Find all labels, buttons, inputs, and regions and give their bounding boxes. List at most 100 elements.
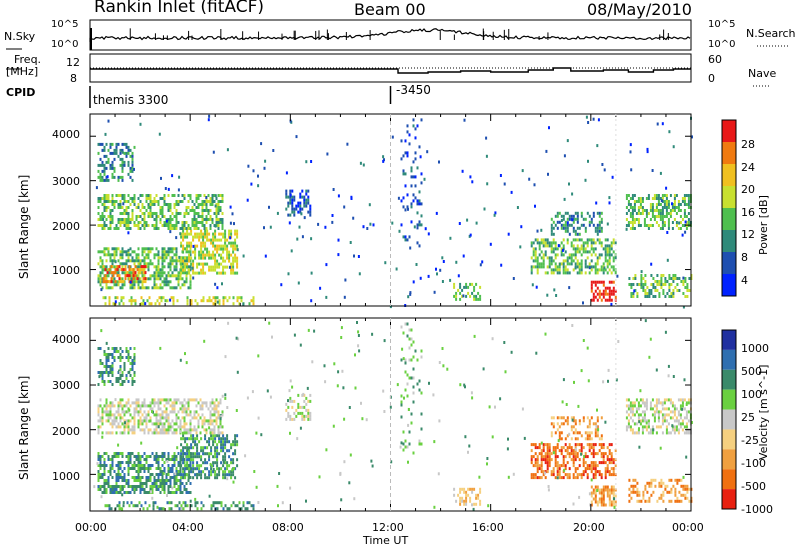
velocity-cell-0-69 — [113, 470, 116, 473]
power-cell-2-505 — [188, 271, 191, 275]
velocity-cell-2-907 — [171, 401, 174, 405]
power-cell-13-2196 — [681, 218, 684, 221]
velocity-cell-0-116 — [123, 491, 126, 494]
power-cell-13-2182 — [675, 221, 678, 224]
velocity-cell-12-2071 — [667, 398, 670, 402]
power-cell-13-2027 — [627, 221, 630, 224]
power-cell-9-1708 — [600, 253, 603, 257]
velocity-cell-8-1686 — [610, 473, 613, 477]
velocity-cell-6-1356 — [410, 412, 413, 416]
velocity-cell-8-1532 — [562, 461, 565, 465]
velocity-scatter-94 — [268, 321, 271, 325]
power-cell-2-651 — [222, 268, 225, 272]
power-cell-4-1147 — [101, 178, 104, 182]
power-cell-13-2183 — [675, 224, 678, 227]
power-cell-3-755 — [107, 200, 110, 203]
power-cell-3-957 — [169, 224, 172, 227]
velocity-cell-11-1931 — [684, 496, 687, 500]
power-cell-13-2089 — [647, 227, 650, 230]
power-cell-3-756 — [107, 206, 110, 209]
power-cell-12-1946 — [652, 277, 655, 280]
power-cell-7-1435 — [418, 199, 421, 203]
power-cell-0-106 — [123, 250, 126, 254]
power-cell-3-856 — [139, 194, 142, 197]
power-scatter-98 — [596, 144, 599, 148]
power-cell-4-1202 — [121, 166, 124, 170]
power-cell-1-457 — [142, 280, 145, 284]
velocity-cell-2-923 — [175, 401, 178, 405]
power-cell-0-387 — [189, 253, 192, 257]
velocity-cell-0-86 — [117, 464, 120, 467]
velocity-cell-9-1700 — [552, 416, 555, 420]
velocity-scatter-133 — [180, 507, 183, 511]
power-cell-0-248 — [157, 256, 160, 260]
power-cell-12-2003 — [682, 283, 685, 286]
velocity-cell-1-541 — [212, 434, 215, 438]
power-cell-13-2132 — [661, 206, 664, 209]
velocity-cell-1-417 — [182, 473, 185, 477]
velocity-cell-0-28 — [103, 464, 106, 467]
power-cell-2-664 — [226, 244, 229, 248]
velocity-cell-2-657 — [97, 425, 100, 429]
velocity-cell-8-1469 — [544, 452, 547, 456]
velocity-cell-1-595 — [222, 470, 225, 474]
velocity-cell-2-945 — [181, 416, 184, 420]
velocity-cell-2-905 — [169, 425, 172, 429]
power-cell-3-958 — [169, 227, 172, 230]
velocity-cell-2-736 — [123, 410, 126, 414]
velocity-cell-2-959 — [185, 410, 188, 414]
power-cell-0-370 — [185, 250, 188, 254]
velocity-cell-1-425 — [184, 473, 187, 477]
velocity-cell-12-1974 — [635, 398, 638, 402]
velocity-cell-10-1813 — [604, 503, 607, 507]
velocity-cell-10-1806 — [602, 491, 605, 495]
power-scatter-251 — [493, 213, 496, 217]
power-cell-3-794 — [119, 218, 122, 221]
power-cell-3-875 — [145, 194, 148, 197]
velocity-cell-2-721 — [119, 401, 122, 405]
power-cell-5-1267 — [158, 302, 161, 306]
power-cell-3-770 — [111, 203, 114, 206]
velocity-cell-2-969 — [187, 428, 190, 432]
velocity-cell-2-821 — [147, 431, 150, 435]
power-cell-9-1649 — [580, 262, 583, 266]
power-scatter-221 — [603, 168, 606, 172]
velocity-cell-3-1103 — [107, 353, 110, 356]
power-scatter-115 — [441, 256, 444, 260]
power-cell-9-1574 — [556, 271, 559, 275]
velocity-scatter-200 — [179, 401, 182, 405]
power-cell-5-1291 — [210, 299, 213, 303]
power-cell-3-861 — [139, 227, 142, 230]
velocity-cell-12-1998 — [641, 428, 644, 432]
power-cell-0-151 — [133, 280, 136, 284]
power-cell-9-1751 — [612, 259, 615, 263]
power-cell-12-1910 — [632, 277, 635, 280]
velocity-cell-1-589 — [222, 443, 225, 447]
power-cell-10-1798 — [570, 223, 573, 227]
power-cell-7-1380 — [400, 199, 403, 203]
power-cell-7-1438 — [418, 223, 421, 227]
velocity-scatter-201 — [644, 319, 647, 323]
power-cell-9-1689 — [594, 247, 597, 251]
power-cell-6-1339 — [291, 207, 294, 211]
velocity-cell-2-1066 — [219, 401, 222, 405]
velocity-cell-3-1114 — [109, 380, 112, 383]
power-cell-3-973 — [175, 212, 178, 215]
power-cell-0-236 — [153, 286, 156, 290]
velocity-cell-0-266 — [159, 485, 162, 488]
power-cell-3-1126 — [221, 218, 224, 221]
velocity-cell-7-1408 — [473, 502, 476, 506]
velocity-cell-2-1048 — [213, 428, 216, 432]
power-scatter-168 — [164, 187, 167, 190]
power-cell-0-76 — [115, 253, 118, 257]
power-cell-2-614 — [214, 256, 217, 260]
power-cell-9-1686 — [592, 250, 595, 254]
power-cell-3-1046 — [199, 203, 202, 206]
velocity-cell-2-885 — [165, 407, 168, 411]
velocity-cell-2-1003 — [199, 431, 202, 435]
velocity-cell-8-1524 — [560, 446, 563, 450]
power-cell-5-1278 — [186, 296, 189, 300]
power-cell-5-1282 — [190, 302, 193, 306]
power-cell-9-1582 — [560, 250, 563, 254]
velocity-cell-8-1556 — [570, 449, 573, 453]
